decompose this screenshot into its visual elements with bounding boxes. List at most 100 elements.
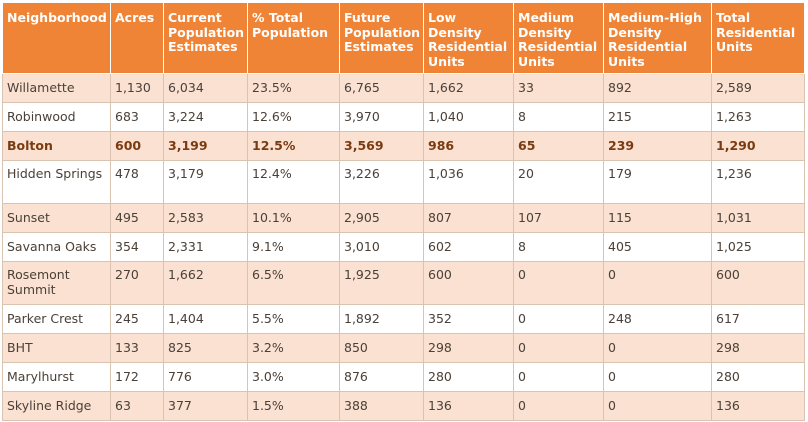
table-row: Willamette 1,130 6,034 23.5% 6,765 1,662… <box>2 73 805 103</box>
cell-current-population: 2,331 <box>163 232 248 262</box>
cell-percent-population: 9.1% <box>247 232 340 262</box>
cell-current-population: 3,199 <box>163 131 248 161</box>
cell-neighborhood: Willamette <box>2 73 111 103</box>
cell-low-density: 280 <box>423 362 514 392</box>
cell-percent-population: 12.6% <box>247 102 340 132</box>
cell-medium-high-density: 405 <box>603 232 712 262</box>
table-row: Sunset 495 2,583 10.1% 2,905 807 107 115… <box>2 203 805 233</box>
cell-medium-density: 0 <box>513 362 604 392</box>
cell-current-population: 2,583 <box>163 203 248 233</box>
cell-total-units: 1,290 <box>711 131 805 161</box>
table-row: Rosemont Summit 270 1,662 6.5% 1,925 600… <box>2 261 805 305</box>
cell-total-units: 2,589 <box>711 73 805 103</box>
cell-low-density: 136 <box>423 391 514 421</box>
cell-future-population: 850 <box>339 333 424 363</box>
cell-medium-density: 33 <box>513 73 604 103</box>
cell-medium-high-density: 239 <box>603 131 712 161</box>
cell-neighborhood: Skyline Ridge <box>2 391 111 421</box>
cell-total-units: 1,025 <box>711 232 805 262</box>
cell-percent-population: 5.5% <box>247 304 340 334</box>
cell-low-density: 600 <box>423 261 514 305</box>
cell-current-population: 377 <box>163 391 248 421</box>
cell-future-population: 6,765 <box>339 73 424 103</box>
cell-future-population: 2,905 <box>339 203 424 233</box>
cell-neighborhood: Sunset <box>2 203 111 233</box>
cell-low-density: 986 <box>423 131 514 161</box>
cell-medium-high-density: 115 <box>603 203 712 233</box>
cell-neighborhood: BHT <box>2 333 111 363</box>
cell-neighborhood: Robinwood <box>2 102 111 132</box>
cell-acres: 245 <box>110 304 164 334</box>
cell-future-population: 3,970 <box>339 102 424 132</box>
cell-acres: 495 <box>110 203 164 233</box>
cell-future-population: 1,892 <box>339 304 424 334</box>
cell-neighborhood: Parker Crest <box>2 304 111 334</box>
cell-current-population: 3,179 <box>163 160 248 204</box>
cell-future-population: 3,010 <box>339 232 424 262</box>
table-row: BHT 133 825 3.2% 850 298 0 0 298 <box>2 333 805 363</box>
cell-acres: 172 <box>110 362 164 392</box>
cell-medium-density: 8 <box>513 102 604 132</box>
cell-total-units: 617 <box>711 304 805 334</box>
table-row: Hidden Springs 478 3,179 12.4% 3,226 1,0… <box>2 160 805 204</box>
cell-total-units: 600 <box>711 261 805 305</box>
cell-medium-density: 65 <box>513 131 604 161</box>
cell-future-population: 388 <box>339 391 424 421</box>
cell-percent-population: 12.5% <box>247 131 340 161</box>
cell-acres: 354 <box>110 232 164 262</box>
cell-total-units: 1,236 <box>711 160 805 204</box>
cell-acres: 683 <box>110 102 164 132</box>
cell-current-population: 3,224 <box>163 102 248 132</box>
cell-medium-high-density: 0 <box>603 362 712 392</box>
cell-current-population: 825 <box>163 333 248 363</box>
column-header-low-density-units: Low Density Residential Units <box>423 2 514 74</box>
table-row-highlighted: Bolton 600 3,199 12.5% 3,569 986 65 239 … <box>2 131 805 161</box>
cell-future-population: 3,226 <box>339 160 424 204</box>
cell-acres: 133 <box>110 333 164 363</box>
column-header-total-residential-units: Total Residential Units <box>711 2 805 74</box>
cell-medium-density: 20 <box>513 160 604 204</box>
cell-medium-density: 0 <box>513 333 604 363</box>
cell-low-density: 298 <box>423 333 514 363</box>
column-header-acres: Acres <box>110 2 164 74</box>
cell-medium-density: 107 <box>513 203 604 233</box>
cell-total-units: 136 <box>711 391 805 421</box>
cell-medium-density: 8 <box>513 232 604 262</box>
cell-acres: 270 <box>110 261 164 305</box>
table-row: Parker Crest 245 1,404 5.5% 1,892 352 0 … <box>2 304 805 334</box>
cell-medium-high-density: 248 <box>603 304 712 334</box>
cell-low-density: 352 <box>423 304 514 334</box>
cell-acres: 600 <box>110 131 164 161</box>
cell-total-units: 280 <box>711 362 805 392</box>
cell-low-density: 807 <box>423 203 514 233</box>
cell-acres: 1,130 <box>110 73 164 103</box>
cell-current-population: 1,404 <box>163 304 248 334</box>
cell-medium-high-density: 215 <box>603 102 712 132</box>
table-header-row: Neighborhood Acres Current Population Es… <box>2 2 805 74</box>
cell-percent-population: 3.2% <box>247 333 340 363</box>
cell-medium-high-density: 179 <box>603 160 712 204</box>
cell-medium-density: 0 <box>513 261 604 305</box>
cell-current-population: 6,034 <box>163 73 248 103</box>
cell-current-population: 1,662 <box>163 261 248 305</box>
table-row: Savanna Oaks 354 2,331 9.1% 3,010 602 8 … <box>2 232 805 262</box>
cell-total-units: 298 <box>711 333 805 363</box>
cell-current-population: 776 <box>163 362 248 392</box>
cell-total-units: 1,263 <box>711 102 805 132</box>
cell-percent-population: 6.5% <box>247 261 340 305</box>
cell-percent-population: 12.4% <box>247 160 340 204</box>
table-row: Marylhurst 172 776 3.0% 876 280 0 0 280 <box>2 362 805 392</box>
cell-neighborhood: Bolton <box>2 131 111 161</box>
cell-medium-high-density: 0 <box>603 333 712 363</box>
column-header-percent-total-population: % Total Population <box>247 2 340 74</box>
column-header-medium-high-density-units: Medium-High Density Residential Units <box>603 2 712 74</box>
cell-total-units: 1,031 <box>711 203 805 233</box>
table-row: Skyline Ridge 63 377 1.5% 388 136 0 0 13… <box>2 391 805 421</box>
cell-medium-high-density: 0 <box>603 391 712 421</box>
cell-medium-density: 0 <box>513 304 604 334</box>
column-header-future-population: Future Population Estimates <box>339 2 424 74</box>
cell-acres: 63 <box>110 391 164 421</box>
cell-low-density: 1,036 <box>423 160 514 204</box>
cell-low-density: 602 <box>423 232 514 262</box>
